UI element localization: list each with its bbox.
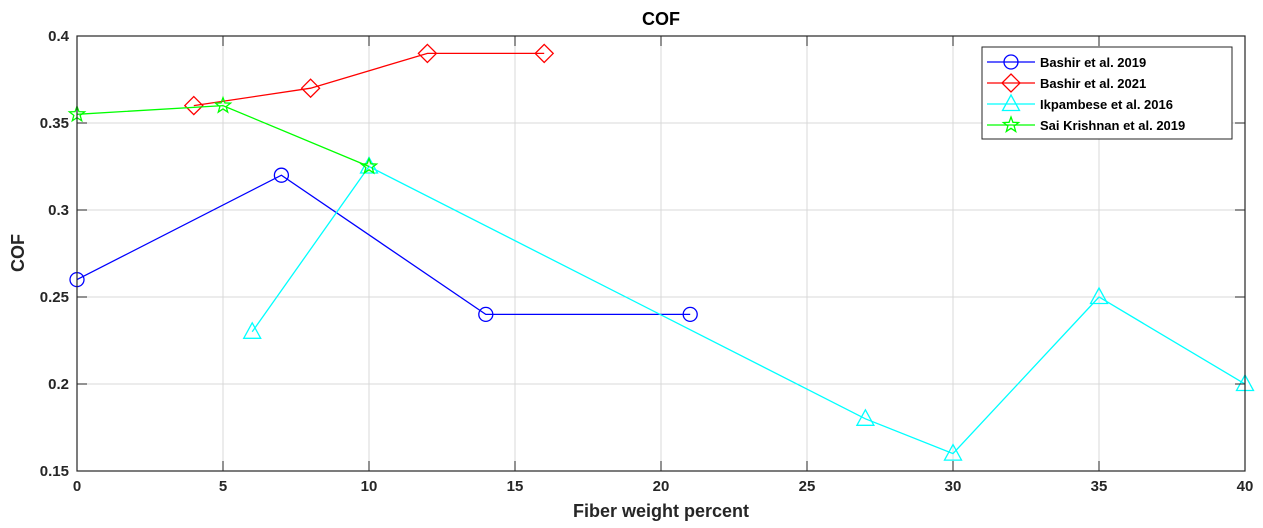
legend-marker [1001,93,1021,112]
y-tick-labels: 0.15 0.2 0.25 0.3 0.35 0.4 [40,28,70,480]
data-point-triangle [242,321,262,339]
legend-label: Ikpambese et al. 2016 [1040,97,1173,112]
legend: Bashir et al. 2019 Bashir et al. 2021 Ikpa… [981,46,1233,140]
x-axis-title: Fiber weight percent [573,501,749,521]
legend-item: Bashir et al. 2021 [987,73,1146,93]
legend-marker [1003,54,1019,70]
series-line [76,174,691,316]
data-point-circle [273,167,290,183]
data-point-star [359,156,379,175]
x-tick-label: 35 [1091,478,1108,495]
legend-marker [1001,73,1021,93]
legend-item: Ikpambese et al. 2016 [987,93,1173,112]
series-line [76,104,370,168]
y-tick-label: 0.35 [40,115,69,132]
data-point-diamond [417,43,438,64]
series-2 [183,43,555,116]
x-tick-label: 5 [219,478,227,495]
data-point-triangle [1089,286,1109,305]
y-axis-title: COF [8,234,28,272]
y-tick-label: 0.3 [48,202,69,219]
data-point-circle [682,306,698,323]
x-tick-label: 30 [945,478,962,495]
legend-label: Bashir et al. 2021 [1040,76,1146,91]
chart-title: COF [642,9,680,29]
legend-item: Sai Krishnan et al. 2019 [987,115,1185,134]
x-tick-label: 0 [73,478,81,495]
data-point-circle [478,306,494,323]
y-tick-label: 0.25 [40,289,69,306]
data-point-triangle [855,408,875,426]
x-tick-label: 15 [507,478,524,495]
series-line [251,165,1246,455]
legend-item: Bashir et al. 2019 [987,54,1146,70]
y-tick-label: 0.4 [48,28,70,45]
ticks [76,35,1246,472]
data-point-diamond [534,43,555,64]
x-tick-labels: 0 5 10 15 20 25 30 35 40 [73,478,1254,495]
legend-label: Bashir et al. 2019 [1040,55,1146,70]
series-line [193,52,545,107]
legend-marker [1001,115,1021,134]
x-tick-label: 10 [361,478,378,495]
y-tick-label: 0.15 [40,463,69,480]
legend-label: Sai Krishnan et al. 2019 [1040,118,1185,133]
x-tick-label: 20 [653,478,670,495]
y-tick-label: 0.2 [48,376,69,393]
x-tick-label: 40 [1237,478,1254,495]
data-point-diamond [183,95,204,116]
data-point-triangle [943,443,963,461]
x-tick-label: 25 [799,478,816,495]
data-point-star [213,95,233,114]
data-point-diamond [300,78,321,99]
